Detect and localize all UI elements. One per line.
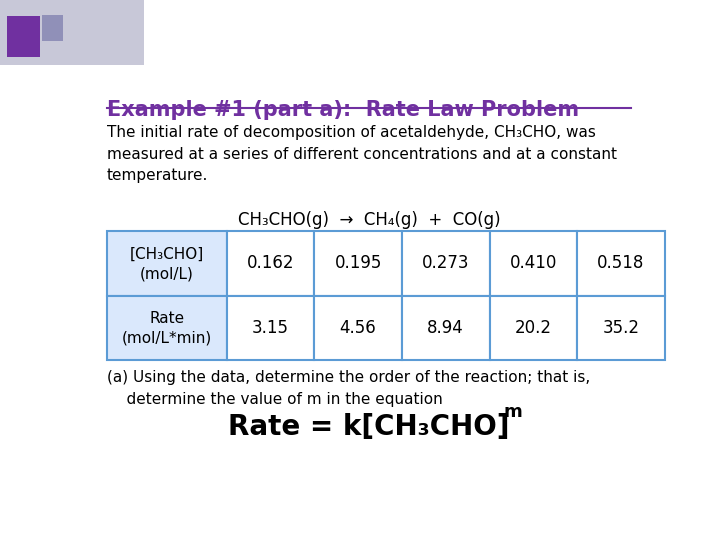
FancyBboxPatch shape xyxy=(315,295,402,360)
Text: Rate: Rate xyxy=(149,311,184,326)
FancyBboxPatch shape xyxy=(402,295,490,360)
Text: (mol/L): (mol/L) xyxy=(140,266,194,281)
FancyBboxPatch shape xyxy=(577,231,665,295)
FancyBboxPatch shape xyxy=(315,231,402,295)
Text: 3.15: 3.15 xyxy=(252,319,289,337)
Text: 35.2: 35.2 xyxy=(603,319,639,337)
Text: [CH₃CHO]: [CH₃CHO] xyxy=(130,247,204,262)
Text: (a) Using the data, determine the order of the reaction; that is,
    determine : (a) Using the data, determine the order … xyxy=(107,370,590,407)
Text: The initial rate of decomposition of acetaldehyde, CH₃CHO, was
measured at a ser: The initial rate of decomposition of ace… xyxy=(107,125,617,183)
Text: 0.518: 0.518 xyxy=(598,254,644,272)
Text: 8.94: 8.94 xyxy=(428,319,464,337)
FancyBboxPatch shape xyxy=(227,295,315,360)
Text: (mol/L*min): (mol/L*min) xyxy=(122,330,212,346)
FancyBboxPatch shape xyxy=(402,231,490,295)
Text: Example #1 (part a):  Rate Law Problem: Example #1 (part a): Rate Law Problem xyxy=(107,100,579,120)
FancyBboxPatch shape xyxy=(490,231,577,295)
FancyBboxPatch shape xyxy=(107,231,227,295)
FancyBboxPatch shape xyxy=(107,295,227,360)
Text: 0.162: 0.162 xyxy=(247,254,294,272)
Text: Rate = k[CH₃CHO]: Rate = k[CH₃CHO] xyxy=(228,413,510,441)
Text: 0.273: 0.273 xyxy=(422,254,469,272)
Text: 4.56: 4.56 xyxy=(340,319,377,337)
Text: 0.410: 0.410 xyxy=(510,254,557,272)
FancyBboxPatch shape xyxy=(577,295,665,360)
FancyBboxPatch shape xyxy=(490,295,577,360)
Text: m: m xyxy=(503,403,522,421)
Text: 0.195: 0.195 xyxy=(334,254,382,272)
Text: CH₃CHO(g)  →  CH₄(g)  +  CO(g): CH₃CHO(g) → CH₄(g) + CO(g) xyxy=(238,211,500,229)
FancyBboxPatch shape xyxy=(227,231,315,295)
Text: 20.2: 20.2 xyxy=(515,319,552,337)
